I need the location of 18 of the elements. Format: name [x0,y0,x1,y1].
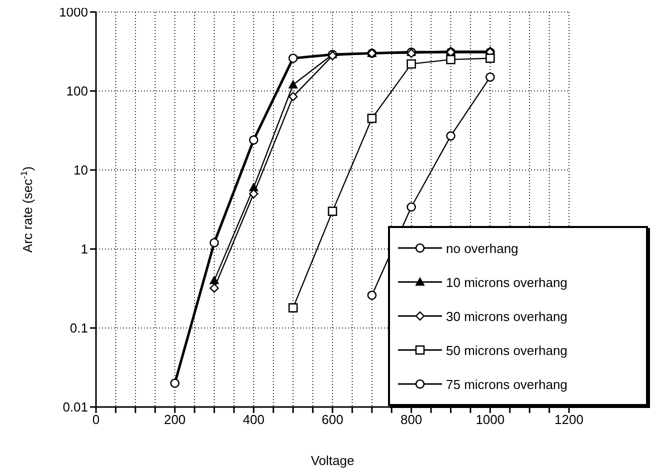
y-tick-label: 0.01 [62,400,88,415]
x-tick-label: 800 [400,412,422,428]
y-tick-label: 100 [66,84,88,99]
x-tick-label: 0 [92,412,100,428]
y-tick-label: 0.1 [70,320,88,336]
x-tick-label: 600 [322,412,344,428]
legend-label: 10 microns overhang [446,274,568,290]
x-axis-title: Voltage [310,453,354,468]
legend-label: 30 microns overhang [446,308,568,324]
x-tick-label: 200 [164,412,186,428]
y-tick-label: 1 [80,242,88,257]
legend-label: 50 microns overhang [446,342,568,358]
x-tick-label: 400 [242,412,265,428]
legend-label: 75 microns overhang [446,376,568,392]
legend-label: no overhang [446,240,518,256]
x-tick-label: 1000 [476,412,505,428]
y-tick-label: 10 [74,162,88,178]
x-tick-label: 1200 [554,412,584,428]
